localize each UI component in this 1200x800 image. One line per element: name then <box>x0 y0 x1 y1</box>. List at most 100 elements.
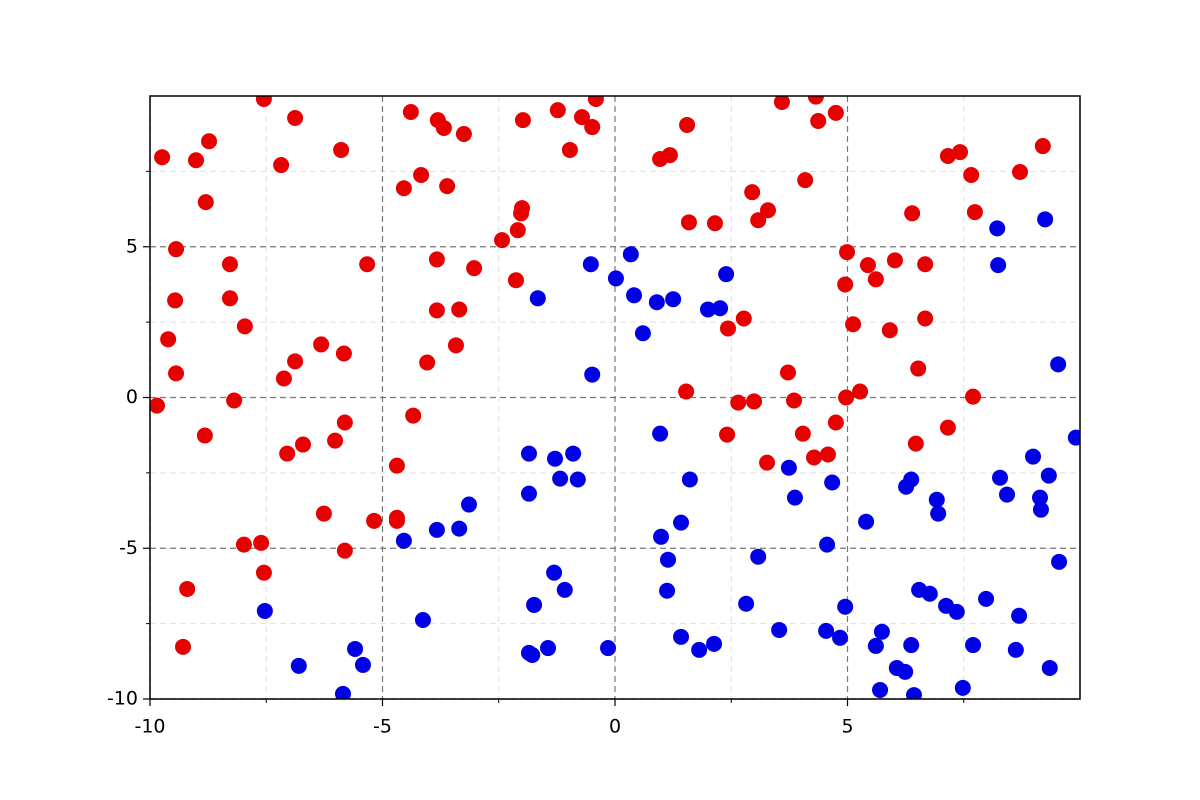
point <box>858 513 875 530</box>
point <box>948 603 965 620</box>
point <box>336 542 353 559</box>
point <box>806 449 823 466</box>
point <box>824 474 841 491</box>
point <box>552 470 569 487</box>
point <box>587 96 604 108</box>
point <box>540 640 557 657</box>
x-tick-label: 5 <box>841 716 853 738</box>
point <box>236 318 253 335</box>
point <box>910 360 927 377</box>
point <box>494 232 511 249</box>
point <box>659 582 676 599</box>
point <box>771 621 788 638</box>
point <box>546 564 563 581</box>
point <box>730 394 747 411</box>
point <box>838 389 855 406</box>
point <box>221 290 238 307</box>
point <box>989 220 1006 237</box>
point <box>460 496 477 513</box>
point <box>413 166 430 183</box>
point <box>1041 659 1058 676</box>
point <box>526 596 543 613</box>
point <box>718 266 735 283</box>
point <box>837 276 854 293</box>
point <box>388 512 405 529</box>
point <box>1032 501 1049 518</box>
point <box>622 246 639 263</box>
point <box>547 450 564 467</box>
point <box>928 491 945 508</box>
x-tick-label: 0 <box>609 716 621 738</box>
point <box>735 310 752 327</box>
point <box>827 104 844 121</box>
point <box>679 116 696 133</box>
point <box>255 564 272 581</box>
point <box>561 141 578 158</box>
point <box>354 656 371 673</box>
point <box>520 445 537 462</box>
point <box>746 393 763 410</box>
point <box>652 425 669 442</box>
point <box>897 663 914 680</box>
point <box>873 623 890 640</box>
point <box>256 602 273 619</box>
point <box>794 425 811 442</box>
point <box>700 301 716 318</box>
point <box>154 149 171 166</box>
point <box>167 292 184 309</box>
point <box>819 536 836 553</box>
point <box>665 291 682 308</box>
point <box>905 687 922 699</box>
point <box>313 336 330 353</box>
point <box>556 581 573 598</box>
point <box>419 354 436 371</box>
point <box>287 353 304 370</box>
ticks: -10 -5 0 5 -10 -5 0 5 <box>107 170 965 738</box>
point <box>691 641 708 658</box>
point <box>253 534 270 551</box>
point <box>978 590 995 607</box>
point <box>939 147 956 164</box>
point <box>990 257 1007 274</box>
point <box>335 345 352 362</box>
point <box>819 446 836 463</box>
point <box>965 388 982 405</box>
point <box>451 301 468 318</box>
x-tick-label: -5 <box>373 716 392 738</box>
point <box>520 485 537 502</box>
point <box>414 612 431 629</box>
point <box>719 426 736 443</box>
point <box>549 102 566 119</box>
point <box>810 113 827 130</box>
point <box>395 180 412 197</box>
point <box>333 141 350 158</box>
point <box>1040 467 1057 484</box>
points <box>150 96 1080 699</box>
point <box>315 505 332 522</box>
point <box>607 270 624 287</box>
point <box>952 144 969 161</box>
point <box>327 432 344 449</box>
point <box>750 548 767 565</box>
point <box>334 685 351 699</box>
point <box>201 133 218 150</box>
point <box>832 629 849 646</box>
x-tick-label: -10 <box>134 716 165 738</box>
point <box>750 212 767 229</box>
point <box>930 505 947 522</box>
point <box>509 222 526 239</box>
point <box>582 256 599 273</box>
point <box>907 435 924 452</box>
point <box>1012 163 1029 180</box>
y-tick-label: -10 <box>107 688 138 710</box>
point <box>514 112 531 129</box>
point <box>786 489 803 506</box>
point <box>773 96 790 111</box>
point <box>903 637 920 654</box>
point <box>435 119 452 136</box>
point <box>439 178 456 195</box>
point <box>917 256 934 273</box>
point <box>917 310 934 327</box>
point <box>759 454 776 471</box>
